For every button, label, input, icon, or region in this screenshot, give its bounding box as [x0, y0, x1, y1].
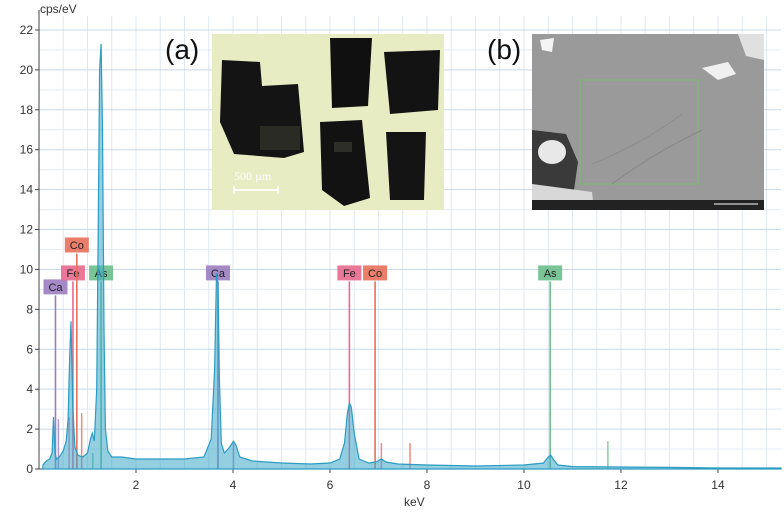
y-tick-label: 18 [20, 103, 34, 117]
element-marker-box [60, 265, 85, 281]
x-tick-label: 6 [327, 478, 334, 492]
y-tick-label: 6 [26, 342, 33, 356]
element-marker-box [363, 265, 388, 281]
y-tick-label: 4 [26, 382, 33, 396]
element-marker-box [538, 265, 563, 281]
inset-b-label: (b) [487, 34, 522, 65]
element-marker-label: Ca [211, 268, 226, 280]
scale-bar-label: 500 µm [234, 169, 272, 183]
y-tick-label: 20 [20, 63, 34, 77]
element-markers: CaFeCoAsCaFeCoAs [43, 237, 563, 469]
element-marker-box [205, 265, 230, 281]
element-marker-label: Co [70, 240, 84, 252]
x-tick-label: 2 [133, 478, 140, 492]
x-tick-label: 8 [424, 478, 431, 492]
x-axis-label: keV [404, 495, 425, 509]
sem-micrograph [532, 34, 764, 210]
y-tick-label: 14 [20, 183, 34, 197]
y-tick-label: 10 [20, 262, 34, 276]
element-marker-label: Co [368, 268, 382, 280]
x-tick-label: 4 [230, 478, 237, 492]
y-tick-label: 0 [26, 462, 33, 476]
y-tick-label: 16 [20, 143, 34, 157]
x-tick-label: 12 [614, 478, 628, 492]
x-tick-label: 10 [517, 478, 531, 492]
y-tick-label: 12 [20, 223, 34, 237]
element-marker-box [43, 279, 68, 295]
inset-a-label: (a) [165, 34, 200, 65]
spectrum-series-line [42, 43, 782, 470]
y-tick-label: 8 [26, 302, 33, 316]
y-tick-label: 2 [26, 422, 33, 436]
element-marker-box [64, 237, 89, 253]
element-marker-label: As [544, 268, 557, 280]
y-axis-label: cps/eV [40, 2, 77, 16]
element-marker-box [337, 265, 362, 281]
optical-micrograph-crystals: 500 µm [212, 34, 444, 210]
x-tick-label: 14 [711, 478, 725, 492]
y-tick-label: 22 [20, 23, 34, 37]
element-marker-label: Fe [343, 268, 356, 280]
element-marker-label: Ca [48, 282, 63, 294]
